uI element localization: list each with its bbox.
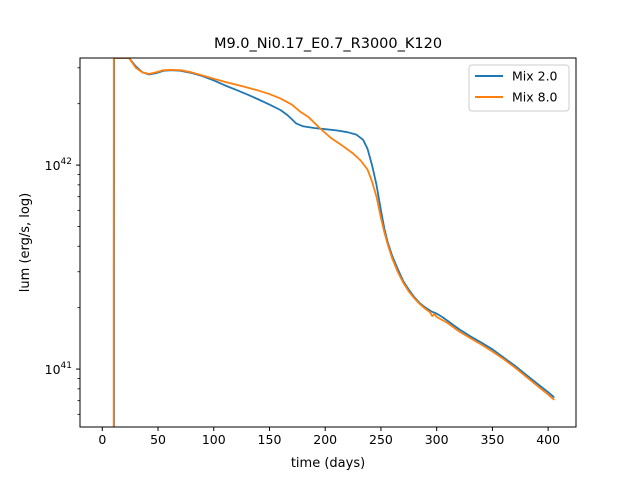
x-tick-label: 250 <box>369 432 393 447</box>
legend: Mix 2.0 Mix 8.0 <box>468 64 570 112</box>
x-tick-label: 150 <box>258 432 282 447</box>
x-tick-label: 50 <box>150 432 166 447</box>
y-tick-label: 1042 <box>45 157 72 173</box>
legend-label-mix-2: Mix 2.0 <box>512 69 558 84</box>
x-tick-label: 100 <box>202 432 226 447</box>
y-tick-label: 1041 <box>45 361 72 377</box>
series-line-1 <box>112 58 555 427</box>
legend-label-mix-8: Mix 8.0 <box>512 90 558 105</box>
series-line-0 <box>113 58 555 427</box>
x-tick-label: 300 <box>425 432 449 447</box>
x-tick-label: 350 <box>480 432 504 447</box>
x-axis: 0 50 100 150 200 250 300 350 400 <box>98 427 560 447</box>
chart-title: M9.0_Ni0.17_E0.7_R3000_K120 <box>214 36 442 52</box>
series-layer <box>112 58 555 427</box>
y-axis: 1041 1042 <box>45 67 80 415</box>
x-tick-label: 0 <box>98 432 106 447</box>
plot-area <box>79 57 577 428</box>
plot-frame <box>79 57 577 428</box>
x-tick-label: 200 <box>313 432 337 447</box>
y-axis-label: lum (erg/s, log) <box>18 193 33 292</box>
x-axis-label: time (days) <box>291 456 365 471</box>
x-tick-label: 400 <box>536 432 560 447</box>
